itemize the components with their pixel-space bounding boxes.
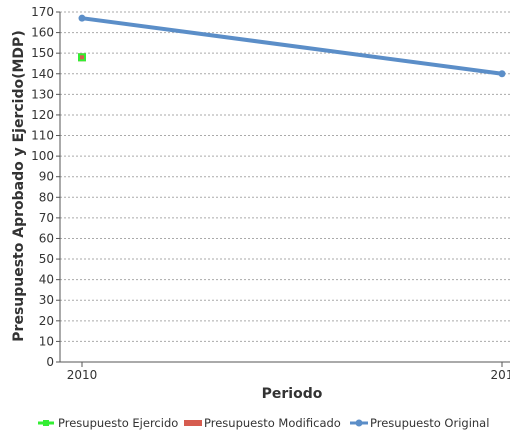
x-axis-title: Periodo — [262, 386, 323, 402]
y-tick-label: 80 — [39, 190, 54, 204]
series-original-line — [80, 16, 504, 76]
y-tick-label: 110 — [31, 129, 54, 143]
y-tick-label: 0 — [46, 355, 54, 369]
y-tick-label: 30 — [39, 293, 54, 307]
grid-lines — [60, 11, 510, 342]
legend-label: Presupuesto Modificado — [204, 416, 341, 430]
y-tick-label: 160 — [31, 26, 54, 40]
series-layer — [78, 14, 506, 78]
y-tick-label: 130 — [31, 87, 54, 101]
y-tick-label: 60 — [39, 231, 54, 245]
y-tick-label: 150 — [31, 46, 54, 60]
series-original-point — [78, 14, 86, 22]
legend-original-marker — [355, 419, 363, 427]
plot-area — [59, 12, 510, 363]
y-axis-title: Presupuesto Aprobado y Ejercido(MDP) — [11, 30, 27, 341]
legend-label: Presupuesto Original — [370, 416, 489, 430]
legend: Presupuesto Ejercido Presupuesto Modifica… — [38, 416, 489, 430]
series-original-point — [498, 70, 506, 78]
y-tick-label: 170 — [31, 5, 54, 19]
x-tick-label: 2010 — [67, 368, 98, 382]
legend-modificado-icon — [184, 420, 202, 426]
y-tick-label: 90 — [39, 170, 54, 184]
y-tick-label: 10 — [39, 334, 54, 348]
y-axis-ticks: 0 10 20 30 40 50 60 70 80 90 100 110 120 130 140 150 160… — [31, 5, 60, 369]
y-tick-label: 50 — [39, 252, 54, 266]
y-tick-label: 100 — [31, 149, 54, 163]
y-tick-label: 70 — [39, 211, 54, 225]
y-tick-label: 20 — [39, 314, 54, 328]
y-tick-label: 120 — [31, 108, 54, 122]
legend-label: Presupuesto Ejercido — [58, 416, 178, 430]
series-modificado-point — [78, 53, 86, 62]
series-ejercido-point — [78, 53, 86, 62]
x-tick-label: 201 — [491, 368, 510, 382]
y-tick-label: 40 — [39, 273, 54, 287]
y-tick-label: 140 — [31, 67, 54, 81]
legend-ejercido-marker — [43, 420, 49, 426]
x-axis-ticks: 2010 201 — [67, 362, 510, 382]
